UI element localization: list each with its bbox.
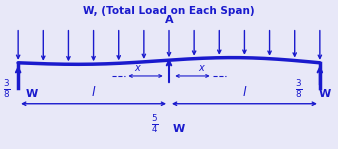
- Text: $\frac{3}{8}$: $\frac{3}{8}$: [3, 78, 10, 100]
- Text: $\frac{5}{4}$: $\frac{5}{4}$: [150, 113, 158, 135]
- Text: l: l: [243, 86, 246, 99]
- Text: $\frac{3}{8}$: $\frac{3}{8}$: [295, 78, 302, 100]
- Text: A: A: [165, 15, 173, 25]
- Text: W, (Total Load on Each Span): W, (Total Load on Each Span): [83, 6, 255, 16]
- Text: W: W: [26, 89, 38, 98]
- Text: W: W: [318, 89, 331, 98]
- Text: l: l: [92, 86, 95, 99]
- Text: x: x: [134, 63, 140, 73]
- Text: x: x: [198, 63, 204, 73]
- Text: W: W: [173, 124, 185, 134]
